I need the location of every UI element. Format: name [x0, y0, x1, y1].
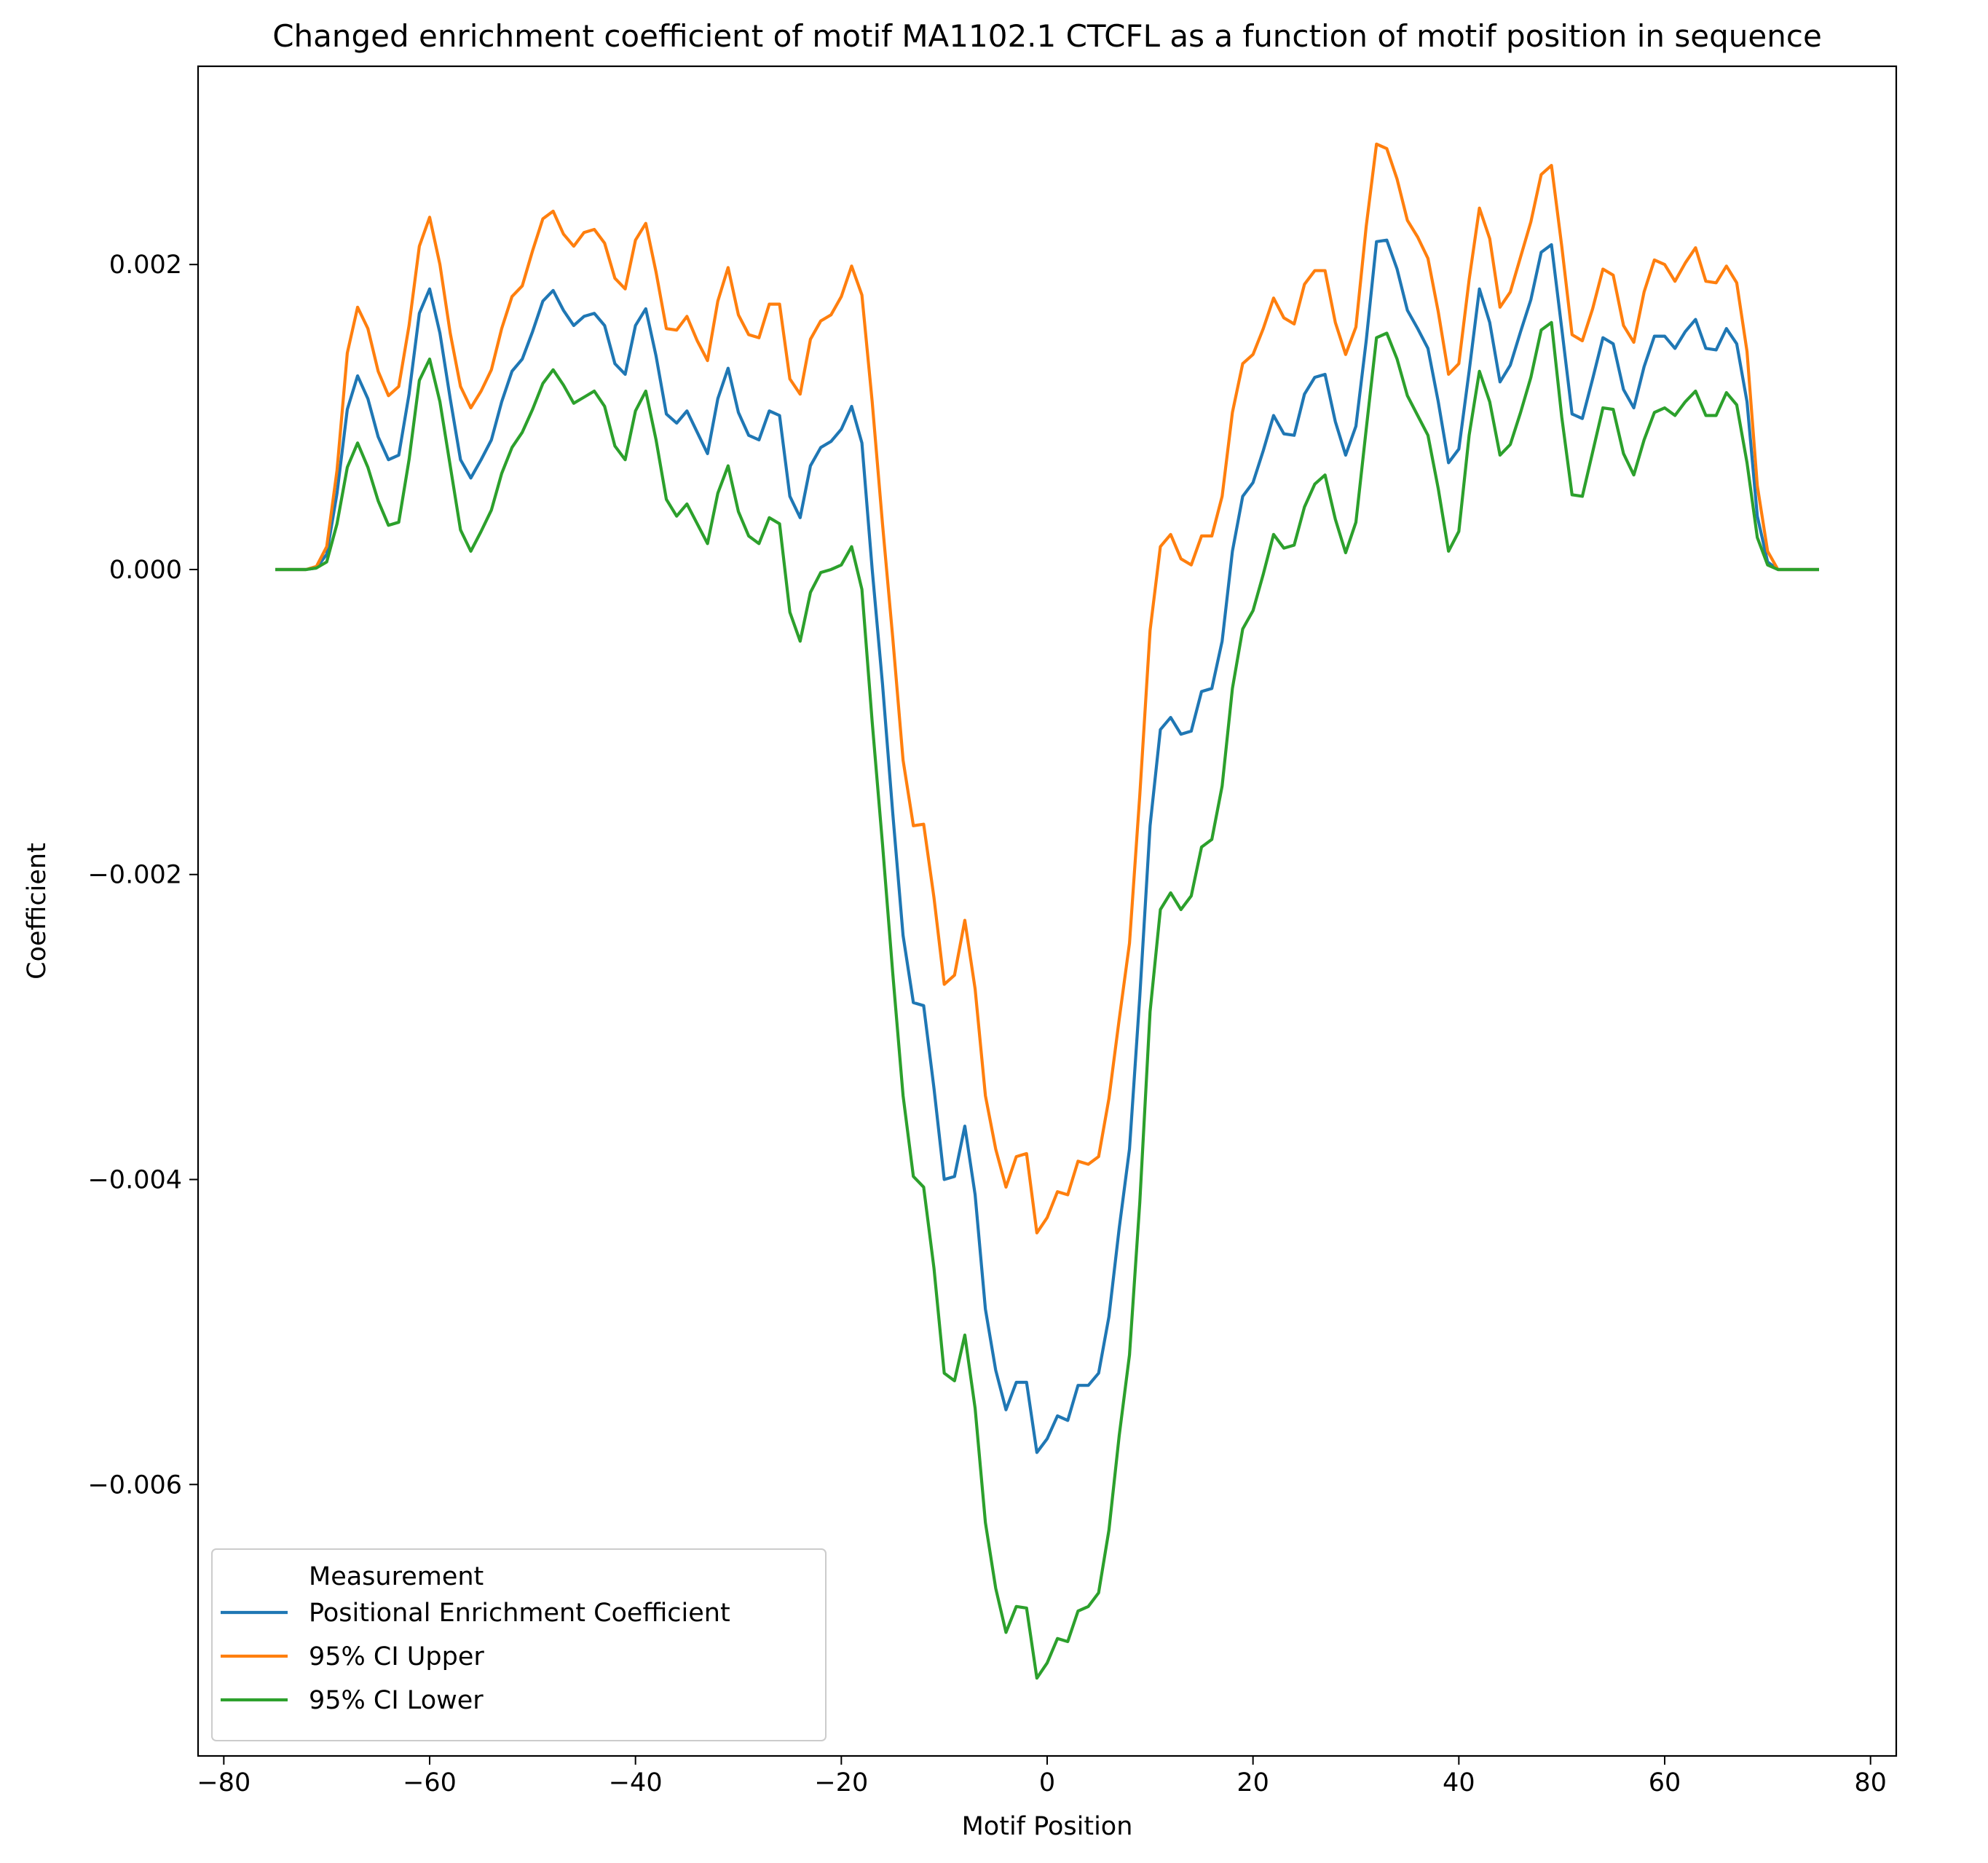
y-tick-label: 0.000 [109, 556, 182, 585]
y-axis: −0.006 −0.004 −0.002 0.000 0.002 [87, 251, 198, 1500]
legend-label-1: 95% CI Upper [309, 1642, 484, 1671]
x-tick-label: −40 [609, 1768, 663, 1797]
x-axis-label: Motif Position [962, 1812, 1133, 1841]
legend-label-2: 95% CI Lower [309, 1686, 484, 1715]
y-tick-label: −0.002 [87, 861, 182, 890]
y-axis-label: Coefficient [23, 843, 52, 980]
y-tick-label: −0.006 [87, 1470, 182, 1500]
legend-title: Measurement [309, 1562, 484, 1591]
series-line-1 [275, 142, 1819, 1234]
x-tick-label: 0 [1039, 1768, 1055, 1797]
x-tick-label: 40 [1443, 1768, 1475, 1797]
x-tick-label: 20 [1236, 1768, 1269, 1797]
series-line-2 [275, 320, 1819, 1680]
y-tick-label: −0.004 [87, 1166, 182, 1195]
x-tick-label: −80 [197, 1768, 251, 1797]
y-tick-label: 0.002 [109, 251, 182, 280]
legend-label-0: Positional Enrichment Coefficient [309, 1599, 730, 1628]
x-tick-label: 80 [1854, 1768, 1887, 1797]
chart-title: Changed enrichment coefficient of motif … [272, 18, 1822, 54]
x-axis: −80 −60 −40 −20 0 20 40 60 80 [197, 1756, 1887, 1797]
x-tick-label: −60 [403, 1768, 457, 1797]
legend-box [211, 1548, 827, 1741]
legend: Measurement Positional Enrichment Coeffi… [211, 1548, 827, 1741]
series-layer [275, 142, 1819, 1680]
x-tick-label: 60 [1649, 1768, 1681, 1797]
x-tick-label: −20 [814, 1768, 868, 1797]
series-line-0 [275, 238, 1819, 1454]
